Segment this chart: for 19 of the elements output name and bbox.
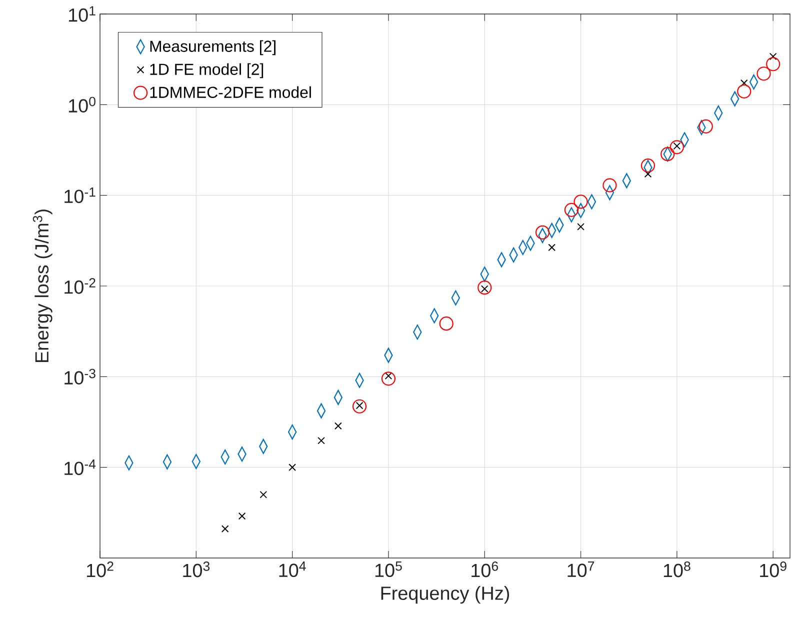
y-tick-label: 10$^{0}$ <box>69 96 96 113</box>
y-tick-label: 10$^{1}$ <box>69 6 96 22</box>
x-tick-label: 10$^{6}$ <box>472 562 498 578</box>
x-tick-label: 10$^{7}$ <box>568 562 594 578</box>
x-tick-label: 10$^{8}$ <box>664 562 690 578</box>
x-tick-label: 10$^{9}$ <box>760 562 786 578</box>
y-tick-label: 10$^{-2}$ <box>64 278 96 294</box>
x-tick-label: 10$^{2}$ <box>86 562 114 578</box>
x-tick-label: 10$^{4}$ <box>279 562 306 578</box>
y-tick-label: 10$^{-4}$ <box>64 460 96 476</box>
legend-label: 1DMMEC-2DFE model <box>150 86 311 98</box>
y-axis-title: Energy loss (J/m$^{3}$) <box>32 210 52 362</box>
y-tick-label: 10$^{-1}$ <box>64 188 96 204</box>
y-tick-label: 10$^{-3}$ <box>64 368 96 385</box>
x-tick-label: 10$^{5}$ <box>375 562 402 578</box>
x-axis-title: Frequency (Hz) <box>381 586 510 604</box>
legend-label: Measurements [2] <box>150 40 276 56</box>
legend-label: 1D FE model [2] <box>150 63 264 78</box>
x-tick-label: 10$^{3}$ <box>183 562 210 578</box>
